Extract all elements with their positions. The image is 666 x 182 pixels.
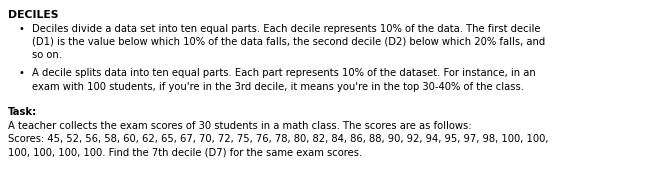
Text: •: • [18,68,24,78]
Text: so on.: so on. [32,50,62,60]
Text: Task:: Task: [8,107,37,117]
Text: Scores: 45, 52, 56, 58, 60, 62, 65, 67, 70, 72, 75, 76, 78, 80, 82, 84, 86, 88, : Scores: 45, 52, 56, 58, 60, 62, 65, 67, … [8,134,549,144]
Text: A decile splits data into ten equal parts. Each part represents 10% of the datas: A decile splits data into ten equal part… [32,68,535,78]
Text: •: • [18,23,24,33]
Text: (D1) is the value below which 10% of the data falls, the second decile (D2) belo: (D1) is the value below which 10% of the… [32,37,545,47]
Text: A teacher collects the exam scores of 30 students in a math class. The scores ar: A teacher collects the exam scores of 30… [8,121,472,131]
Text: exam with 100 students, if you're in the 3rd decile, it means you're in the top : exam with 100 students, if you're in the… [32,82,524,92]
Text: Deciles divide a data set into ten equal parts. Each decile represents 10% of th: Deciles divide a data set into ten equal… [32,23,541,33]
Text: 100, 100, 100, 100. Find the 7th decile (D7) for the same exam scores.: 100, 100, 100, 100. Find the 7th decile … [8,148,362,158]
Text: DECILES: DECILES [8,10,59,20]
